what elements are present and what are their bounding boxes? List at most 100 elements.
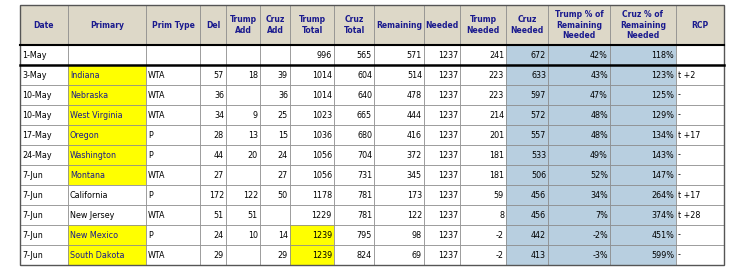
Bar	[610, 205, 676, 225]
Text: 36: 36	[214, 90, 224, 100]
Bar	[610, 165, 676, 185]
Text: 223: 223	[489, 90, 504, 100]
Bar	[20, 225, 68, 245]
Text: -: -	[678, 110, 681, 120]
Text: 49%: 49%	[590, 150, 608, 160]
Bar	[260, 165, 290, 185]
Text: 27: 27	[214, 170, 224, 180]
Text: WTA: WTA	[148, 211, 165, 220]
Bar	[548, 165, 610, 185]
Bar	[676, 5, 724, 45]
Bar	[506, 105, 548, 125]
Bar	[20, 45, 68, 65]
Text: 1237: 1237	[437, 110, 458, 120]
Text: 571: 571	[407, 50, 422, 59]
Bar	[506, 245, 548, 265]
Bar	[290, 225, 334, 245]
Bar	[610, 45, 676, 65]
Bar	[200, 85, 226, 105]
Bar	[146, 145, 200, 165]
Text: -: -	[678, 170, 681, 180]
Text: 795: 795	[356, 231, 372, 239]
Text: 20: 20	[248, 150, 258, 160]
Text: 599%: 599%	[651, 251, 674, 259]
Bar	[334, 45, 374, 65]
Text: 24: 24	[214, 231, 224, 239]
Text: 8: 8	[499, 211, 504, 220]
Text: -3%: -3%	[592, 251, 608, 259]
Text: 1237: 1237	[437, 231, 458, 239]
Text: 345: 345	[407, 170, 422, 180]
Text: 10-May: 10-May	[22, 110, 51, 120]
Bar	[260, 105, 290, 125]
Text: 57: 57	[214, 70, 224, 79]
Text: -: -	[678, 90, 681, 100]
Text: 1056: 1056	[312, 150, 332, 160]
Text: Washington: Washington	[70, 150, 117, 160]
Text: 514: 514	[407, 70, 422, 79]
Text: 36: 36	[278, 90, 288, 100]
Bar	[460, 85, 506, 105]
Bar	[290, 85, 334, 105]
Text: Indiana: Indiana	[70, 70, 100, 79]
Text: 7-Jun: 7-Jun	[22, 170, 42, 180]
Text: 604: 604	[357, 70, 372, 79]
Text: 7-Jun: 7-Jun	[22, 191, 42, 200]
Bar	[506, 165, 548, 185]
Text: 43%: 43%	[590, 70, 608, 79]
Bar	[334, 65, 374, 85]
Text: 18: 18	[248, 70, 258, 79]
Bar	[548, 5, 610, 45]
Bar	[374, 205, 424, 225]
Text: 7-Jun: 7-Jun	[22, 231, 42, 239]
Bar	[548, 145, 610, 165]
Bar	[260, 245, 290, 265]
Text: New Jersey: New Jersey	[70, 211, 115, 220]
Bar	[374, 165, 424, 185]
Text: West Virginia: West Virginia	[70, 110, 123, 120]
Text: 123%: 123%	[651, 70, 674, 79]
Text: 1237: 1237	[437, 191, 458, 200]
Text: 25: 25	[278, 110, 288, 120]
Text: 442: 442	[531, 231, 546, 239]
Text: 633: 633	[531, 70, 546, 79]
Text: 1023: 1023	[312, 110, 332, 120]
Bar	[424, 125, 460, 145]
Bar	[290, 125, 334, 145]
Text: -2%: -2%	[592, 231, 608, 239]
Text: 416: 416	[407, 130, 422, 140]
Text: South Dakota: South Dakota	[70, 251, 124, 259]
Bar	[424, 185, 460, 205]
Text: 147%: 147%	[651, 170, 674, 180]
Bar	[226, 125, 260, 145]
Bar	[146, 5, 200, 45]
Bar	[374, 225, 424, 245]
Text: 172: 172	[209, 191, 224, 200]
Text: 28: 28	[214, 130, 224, 140]
Text: -2: -2	[496, 251, 504, 259]
Text: Trump
Needed: Trump Needed	[466, 15, 500, 35]
Text: P: P	[148, 150, 153, 160]
Bar	[290, 185, 334, 205]
Bar	[226, 65, 260, 85]
Bar	[20, 185, 68, 205]
Text: 47%: 47%	[590, 90, 608, 100]
Bar	[424, 145, 460, 165]
Text: 1014: 1014	[312, 70, 332, 79]
Text: 781: 781	[357, 211, 372, 220]
Bar	[260, 145, 290, 165]
Bar	[200, 65, 226, 85]
Bar	[610, 245, 676, 265]
Text: 143%: 143%	[651, 150, 674, 160]
Bar	[676, 85, 724, 105]
Text: 129%: 129%	[651, 110, 674, 120]
Text: 52%: 52%	[590, 170, 608, 180]
Bar	[506, 5, 548, 45]
Bar	[20, 65, 68, 85]
Bar	[676, 245, 724, 265]
Text: 1237: 1237	[437, 150, 458, 160]
Bar	[460, 105, 506, 125]
Bar	[68, 165, 146, 185]
Text: 69: 69	[412, 251, 422, 259]
Text: 29: 29	[214, 251, 224, 259]
